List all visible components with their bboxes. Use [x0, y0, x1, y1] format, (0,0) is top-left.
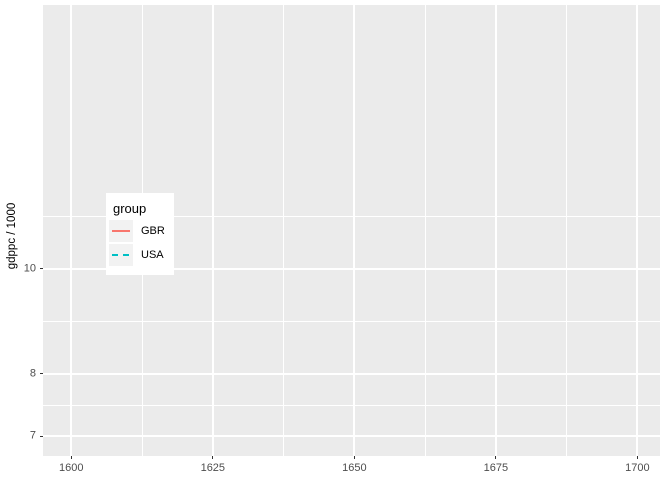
- legend-title: group: [113, 201, 147, 216]
- x-tick-mark: [495, 456, 497, 459]
- y-tick-label: 7: [29, 429, 36, 442]
- legend-label-usa: USA: [141, 249, 164, 261]
- x-minor-gridline: [566, 5, 568, 456]
- x-major-gridline: [494, 5, 497, 456]
- x-major-gridline: [70, 5, 73, 456]
- y-tick-mark: [40, 435, 43, 437]
- x-major-gridline: [353, 5, 356, 456]
- x-tick-label: 1675: [483, 462, 509, 474]
- legend-label-gbr: GBR: [141, 225, 165, 237]
- y-major-gridline: [43, 267, 660, 270]
- y-major-gridline: [43, 372, 660, 375]
- y-major-gridline: [43, 435, 660, 438]
- x-minor-gridline: [424, 5, 426, 456]
- x-tick-mark: [70, 456, 72, 459]
- x-tick-label: 1700: [625, 462, 650, 474]
- x-tick-mark: [353, 456, 355, 459]
- y-tick-label: 8: [29, 367, 36, 380]
- x-minor-gridline: [283, 5, 285, 456]
- legend-entry-gbr: GBR: [109, 220, 174, 242]
- x-tick-label: 1625: [200, 462, 226, 474]
- legend-key-solid-line-swatch: [109, 220, 133, 242]
- legend-entry-usa: USA: [109, 244, 174, 266]
- x-major-gridline: [211, 5, 214, 456]
- y-minor-gridline: [43, 216, 660, 218]
- x-tick-label: 1600: [59, 462, 84, 474]
- y-tick-mark: [40, 373, 43, 375]
- x-major-gridline: [636, 5, 639, 456]
- y-tick-label: 10: [23, 262, 36, 275]
- x-tick-label: 1650: [342, 462, 367, 474]
- y-axis-title: gdppc / 1000: [6, 202, 18, 269]
- y-minor-gridline: [43, 320, 660, 322]
- legend: group GBR USA: [106, 193, 174, 275]
- y-minor-gridline: [43, 404, 660, 406]
- x-tick-mark: [636, 456, 638, 459]
- y-tick-mark: [40, 268, 43, 270]
- x-tick-mark: [212, 456, 214, 459]
- legend-key-dashed-line-swatch: [109, 244, 133, 266]
